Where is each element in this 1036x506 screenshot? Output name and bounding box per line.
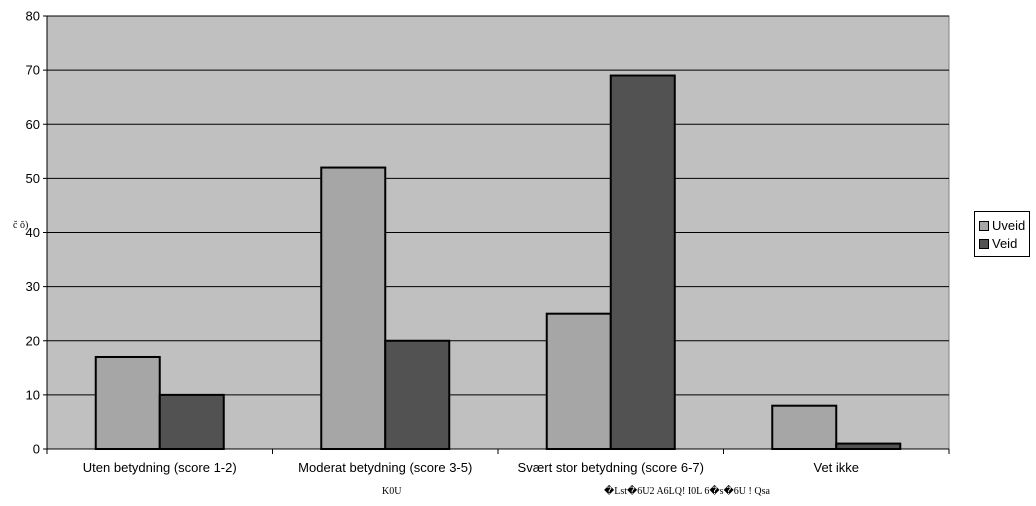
legend-item-uveid: Uveid bbox=[979, 218, 1025, 234]
bar-veid bbox=[158, 393, 225, 450]
y-axis-label-garbled: c̆ ŏ) bbox=[13, 220, 28, 231]
bar-veid bbox=[835, 442, 902, 450]
x-tick-label: Uten betydning (score 1-2) bbox=[83, 460, 237, 475]
bars bbox=[94, 74, 902, 451]
bar-uveid bbox=[320, 166, 387, 451]
bar-uveid bbox=[94, 355, 161, 450]
x-tick-label: Vet ikke bbox=[813, 460, 859, 475]
legend-label-uveid: Uveid bbox=[992, 218, 1026, 233]
y-tick-label: 70 bbox=[26, 63, 40, 78]
legend-swatch-uveid bbox=[979, 221, 989, 231]
x-axis-garbled-text-2: �Lst�6U2 A6LQ! I0L 6�s�6U ! Qsa bbox=[604, 484, 770, 497]
y-tick-label: 50 bbox=[26, 171, 40, 186]
y-tick-label: 20 bbox=[26, 333, 40, 348]
x-tick-label: Svært stor betydning (score 6-7) bbox=[518, 460, 704, 475]
bar-veid bbox=[609, 74, 676, 450]
y-tick-label: 0 bbox=[33, 442, 40, 457]
bar-veid bbox=[384, 339, 451, 450]
bar-uveid bbox=[771, 404, 838, 451]
x-tick-label: Moderat betydning (score 3-5) bbox=[298, 460, 472, 475]
bar-uveid bbox=[545, 312, 612, 450]
y-tick-label: 80 bbox=[26, 9, 40, 24]
legend-swatch-veid bbox=[979, 239, 989, 249]
y-tick-label: 10 bbox=[26, 387, 40, 402]
y-tick-label: 30 bbox=[26, 279, 40, 294]
y-axis-ticks: 0 10 20 30 40 50 60 70 80 bbox=[26, 9, 47, 457]
legend: Uveid Veid bbox=[974, 211, 1030, 257]
y-tick-label: 40 bbox=[26, 225, 40, 240]
legend-item-veid: Veid bbox=[979, 236, 1017, 252]
x-axis-garbled-text-1: K0U bbox=[382, 486, 402, 497]
y-tick-label: 60 bbox=[26, 117, 40, 132]
x-axis-ticks: Uten betydning (score 1-2) Moderat betydn… bbox=[46, 449, 950, 475]
legend-label-veid: Veid bbox=[992, 236, 1018, 251]
